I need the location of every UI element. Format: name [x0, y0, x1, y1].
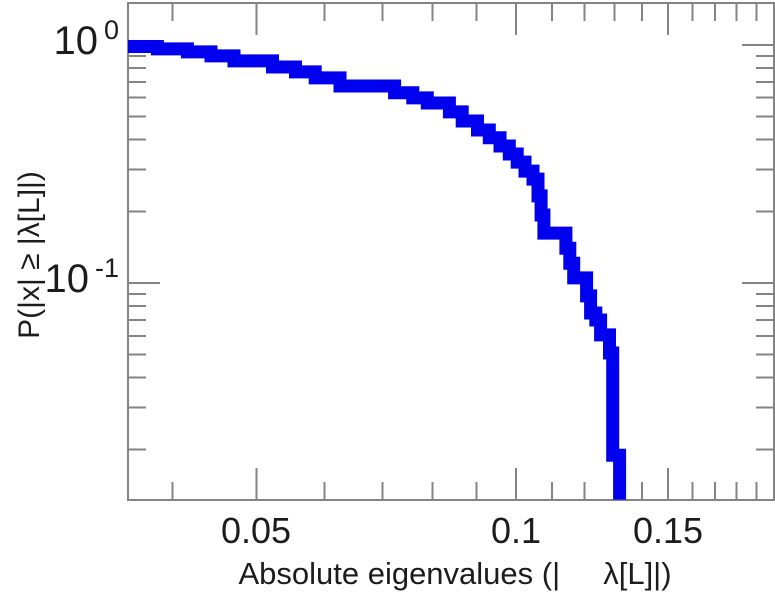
x-axis-tick-label-015: 0.15	[632, 510, 704, 551]
y-tick-base: 10	[44, 257, 89, 301]
y-tick-exponent: 0	[103, 15, 119, 45]
y-axis-tick-label-1e-1: 10 -1	[0, 253, 119, 303]
y-axis-title: P(|x| ≥ |λ[L]|)	[13, 171, 46, 339]
x-axis-tick-label-005: 0.05	[220, 510, 292, 551]
y-tick-exponent: -1	[94, 253, 119, 283]
x-axis-title: Absolute eigenvalues (| λ[L]|)	[238, 556, 672, 591]
y-axis-tick-label-1e0: 10 0	[0, 15, 119, 65]
y-tick-base: 10	[53, 19, 98, 63]
x-axis-tick-label-01: 0.1	[490, 510, 542, 551]
